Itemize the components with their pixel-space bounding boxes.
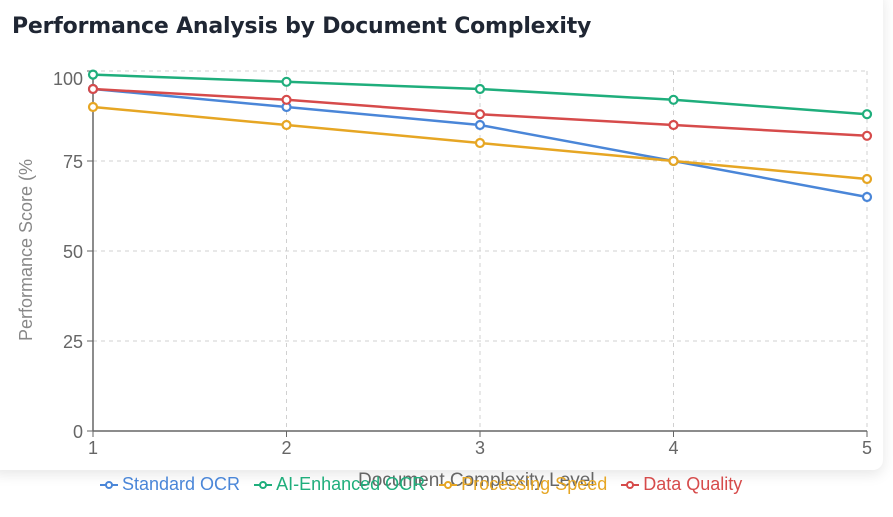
y-tick-label: 100	[53, 69, 83, 89]
data-point[interactable]	[474, 119, 486, 131]
y-tick-label: 25	[63, 332, 83, 352]
data-point[interactable]	[281, 119, 292, 131]
data-point[interactable]	[668, 155, 679, 167]
legend-label: Data Quality	[643, 474, 743, 494]
legend-label: AI-Enhanced OCR	[276, 474, 426, 494]
y-axis-label: Performance Score (%	[16, 159, 36, 341]
legend-item[interactable]: Standard OCR	[100, 474, 240, 495]
x-axis-label: Document Complexity Level	[358, 470, 595, 491]
chart-card	[0, 0, 883, 470]
chart-title: Performance Analysis by Document Complex…	[12, 14, 592, 39]
legend-item[interactable]: Data Quality	[621, 474, 742, 495]
y-tick-label: 0	[73, 422, 83, 442]
legend-marker-icon	[439, 480, 458, 489]
data-point[interactable]	[474, 83, 486, 95]
data-point[interactable]	[668, 94, 679, 105]
legend-marker-icon	[100, 480, 118, 489]
x-tick-label: 4	[668, 438, 678, 458]
data-point[interactable]	[861, 191, 873, 203]
legend-marker-icon	[621, 480, 640, 489]
data-point[interactable]	[861, 109, 873, 120]
data-point[interactable]	[281, 94, 292, 105]
legend: Standard OCR AI-Enhanced OCR Processing Sp…	[100, 474, 742, 495]
legend-item[interactable]: Processing Speed	[439, 474, 607, 495]
data-point[interactable]	[87, 69, 99, 80]
data-point[interactable]	[668, 119, 679, 131]
data-point[interactable]	[87, 83, 99, 95]
data-point[interactable]	[281, 76, 292, 87]
legend-label: Standard OCR	[122, 474, 241, 494]
data-point[interactable]	[474, 137, 486, 149]
data-point[interactable]	[474, 109, 486, 120]
x-tick-label: 2	[281, 438, 291, 458]
x-tick-label: 1	[88, 438, 98, 458]
legend-item[interactable]: AI-Enhanced OCR	[254, 474, 425, 495]
legend-marker-icon	[254, 480, 273, 489]
legend-label: Processing Speed	[461, 474, 608, 494]
data-point[interactable]	[861, 173, 873, 185]
x-tick-label: 5	[862, 438, 872, 458]
data-point[interactable]	[861, 130, 873, 141]
x-tick-label: 3	[475, 438, 485, 458]
y-tick-label: 50	[63, 242, 83, 262]
data-point[interactable]	[87, 101, 99, 113]
y-tick-label: 75	[63, 152, 83, 172]
